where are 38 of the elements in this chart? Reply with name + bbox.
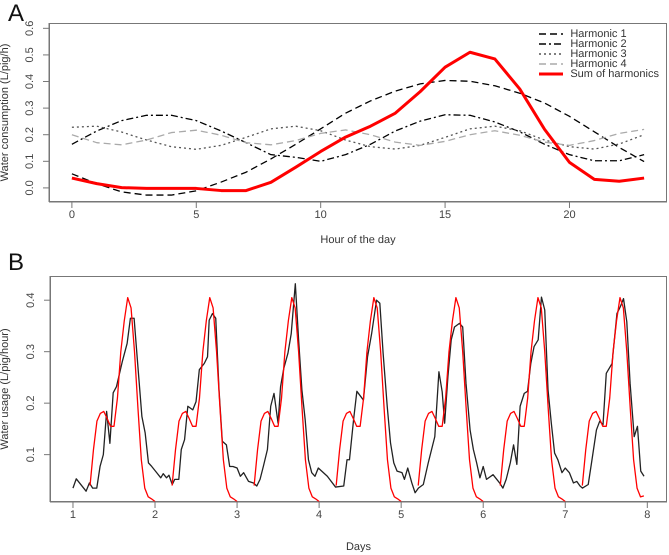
y-tick-label: 0.0 <box>24 180 36 196</box>
legend-label: Harmonic 2 <box>570 38 627 50</box>
x-tick-label: 2 <box>152 508 158 521</box>
y-tick-label: 0.3 <box>24 100 36 116</box>
x-tick-label: 6 <box>480 508 486 521</box>
x-tick-label: 4 <box>316 508 322 521</box>
line-series <box>71 80 645 196</box>
line-series <box>71 128 645 146</box>
x-axis-title: Hour of the day <box>320 234 396 246</box>
legend-label: Harmonic 3 <box>570 48 627 60</box>
y-axis-title: Water consumption (L/pig/h) <box>0 44 11 182</box>
y-tick-label: 0.3 <box>25 344 37 360</box>
y-tick-label: 0.1 <box>25 446 37 462</box>
line-series <box>71 126 645 150</box>
x-tick-label: 5 <box>193 208 200 221</box>
legend-label: Sum of harmonics <box>570 68 659 80</box>
y-axis-title: Water usage (L/pig/hour) <box>0 328 11 450</box>
y-tick-label: 0.5 <box>24 47 36 63</box>
y-tick-label: 0.2 <box>25 396 37 411</box>
x-tick-label: 5 <box>398 508 404 521</box>
y-tick-label: 0.2 <box>24 127 36 142</box>
y-tick-label: 0.4 <box>25 292 37 308</box>
x-tick-label: 20 <box>563 208 576 221</box>
y-tick-label: 0.4 <box>24 74 36 90</box>
x-tick-label: 8 <box>644 508 650 521</box>
x-tick-label: 0 <box>68 208 75 221</box>
x-axis-title: Days <box>346 541 372 553</box>
x-tick-label: 1 <box>70 508 76 521</box>
y-tick-label: 0.6 <box>24 20 36 36</box>
chart-title: B <box>8 249 24 277</box>
x-tick-label: 15 <box>438 208 452 221</box>
chart-title: A <box>8 0 24 28</box>
x-tick-label: 3 <box>234 508 240 521</box>
legend-label: Harmonic 1 <box>570 28 627 40</box>
y-tick-label: 0.1 <box>24 154 36 169</box>
x-tick-label: 7 <box>562 508 568 521</box>
legend-label: Harmonic 4 <box>570 58 627 70</box>
x-tick-label: 10 <box>314 208 327 221</box>
